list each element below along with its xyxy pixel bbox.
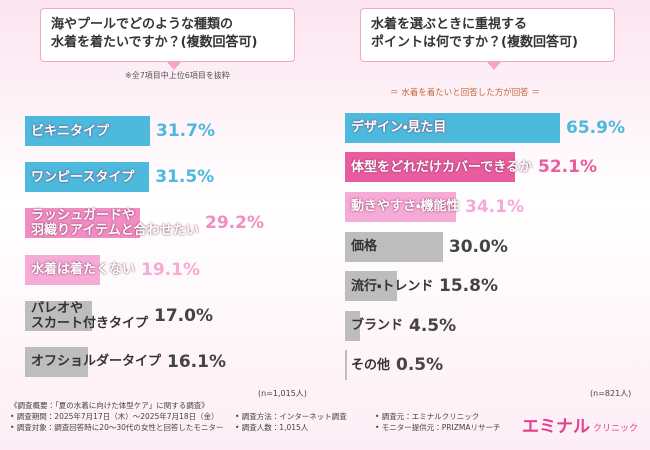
value-label: 34.1% — [465, 196, 524, 217]
bar-label: 流行・トレンド — [351, 278, 434, 294]
bar-label: 体型をどれだけカバーできるか — [351, 159, 532, 175]
chart-title: 海やプールでどのような種類の 水着を着たいですか？(複数回答可) — [40, 8, 295, 62]
bar-label: その他 — [351, 357, 391, 373]
n-label: (n=1,015人) — [258, 389, 307, 398]
footer-item: • 調査対象：調査回答時に20～30代の女性と回答したモニター — [10, 423, 224, 432]
bar-label: デザイン・見た目 — [351, 120, 447, 136]
bar — [25, 208, 141, 239]
value-label: 31.7% — [156, 121, 215, 142]
bar-label: ビキニタイプ — [31, 123, 110, 139]
bar — [345, 231, 443, 262]
bar — [345, 191, 457, 222]
bar — [345, 271, 397, 302]
bar — [25, 300, 93, 331]
value-label: 17.0% — [154, 305, 213, 326]
bar-label: ラッシュガードや 羽織りアイテムと合わせたい — [31, 208, 199, 239]
footer-item: • 調査期間：2025年7月17日（木）～2025年7月18日（金） — [10, 412, 219, 421]
bar — [25, 162, 150, 193]
bar — [345, 112, 560, 143]
bar-label: パレオや スカート付きタイプ — [31, 300, 149, 331]
value-label: 0.5% — [396, 355, 444, 376]
bar-label: オフショルダータイプ — [31, 354, 162, 370]
bar — [25, 254, 101, 285]
value-label: 15.8% — [439, 276, 498, 297]
bar — [25, 116, 150, 147]
footer-heading: 《調査概要：「夏の水着に向けた体型ケア」に関する調査》 — [10, 401, 209, 410]
bar — [25, 346, 89, 377]
value-label: 30.0% — [448, 236, 508, 257]
footer-item: • モニター提供元：PRIZMAリサーチ — [375, 423, 501, 432]
footer-item: • 調査元：エミナルクリニック — [375, 412, 480, 421]
bar — [345, 350, 347, 381]
footer-item: • 調査方法：インターネット調査 — [235, 412, 347, 421]
logo-sub: クリニック — [593, 424, 639, 434]
value-label: 29.2% — [205, 213, 264, 234]
value-label: 65.9% — [566, 117, 625, 138]
bar-label: 価格 — [351, 239, 378, 254]
footer-item: • 調査人数：1,015人 — [235, 423, 309, 432]
bar-label: 水着は着たくない — [31, 262, 136, 278]
bar-label: 動きやすさ・機能性 — [351, 199, 460, 215]
chart-title: 水着を選ぶときに重視する ポイントは何ですか？(複数回答可) — [360, 8, 615, 62]
bar-label: ブランド — [351, 318, 404, 334]
pointer — [487, 62, 501, 70]
value-label: 31.5% — [155, 167, 215, 188]
bar — [345, 310, 360, 341]
value-label: 4.5% — [409, 315, 457, 336]
bar-label: ワンピースタイプ — [31, 169, 135, 185]
value-label: 16.1% — [167, 351, 226, 372]
bar — [345, 152, 515, 183]
note: ※全7項目中上位6項目を抜粋 — [125, 71, 230, 80]
n-label: (n=821人) — [590, 389, 632, 398]
value-label: 52.1% — [538, 157, 597, 178]
subtitle: ＝ 水着を着たいと回答した方が回答 ＝ — [390, 88, 540, 98]
pointer — [167, 62, 181, 70]
value-label: 19.1% — [141, 259, 200, 280]
logo: エミナル — [522, 417, 590, 437]
